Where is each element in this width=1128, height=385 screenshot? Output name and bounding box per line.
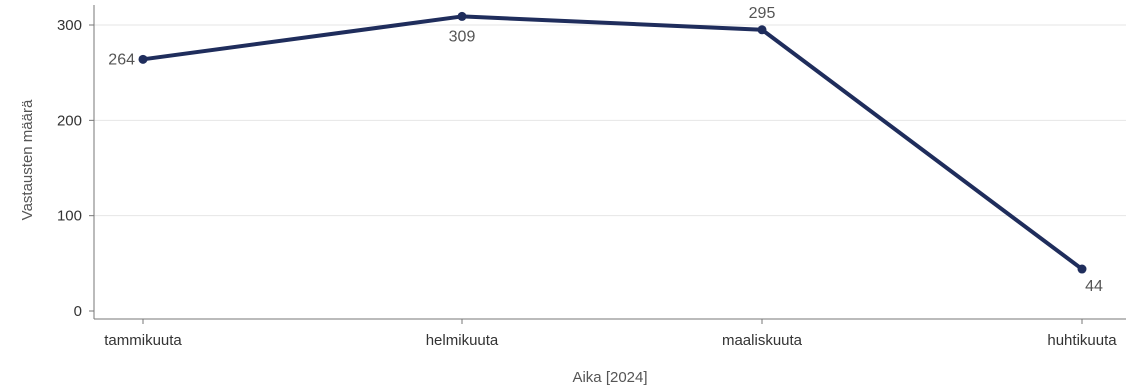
data-point-1[interactable] xyxy=(138,54,148,64)
x-tick-label-3: maaliskuuta xyxy=(722,332,803,349)
series-group xyxy=(138,11,1087,274)
x-tick-label-2: helmikuuta xyxy=(426,332,499,349)
data-label-1: 264 xyxy=(108,51,135,68)
y-tick-label-100: 100 xyxy=(57,208,82,225)
x-axis-ticks: tammikuuta helmikuuta maaliskuuta huhtikuut… xyxy=(104,319,1117,349)
data-point-4[interactable] xyxy=(1077,264,1087,274)
series-line-1 xyxy=(141,14,1084,272)
x-tick-label-4: huhtikuuta xyxy=(1047,332,1117,349)
x-axis-title: Aika [2024] xyxy=(572,369,647,385)
data-point-2[interactable] xyxy=(457,11,467,21)
y-axis-ticks: 0 100 200 300 xyxy=(57,17,94,320)
x-tick-label-1: tammikuuta xyxy=(104,332,182,349)
data-point-3[interactable] xyxy=(757,25,767,35)
data-labels: 264 309 295 44 xyxy=(108,5,1103,295)
y-tick-label-0: 0 xyxy=(74,303,82,320)
data-label-3: 295 xyxy=(749,5,776,22)
y-axis-title: Vastausten määrä xyxy=(19,99,36,220)
y-tick-label-200: 200 xyxy=(57,112,82,129)
y-tick-label-300: 300 xyxy=(57,17,82,34)
data-label-2: 309 xyxy=(449,28,476,45)
data-label-4: 44 xyxy=(1085,278,1103,295)
